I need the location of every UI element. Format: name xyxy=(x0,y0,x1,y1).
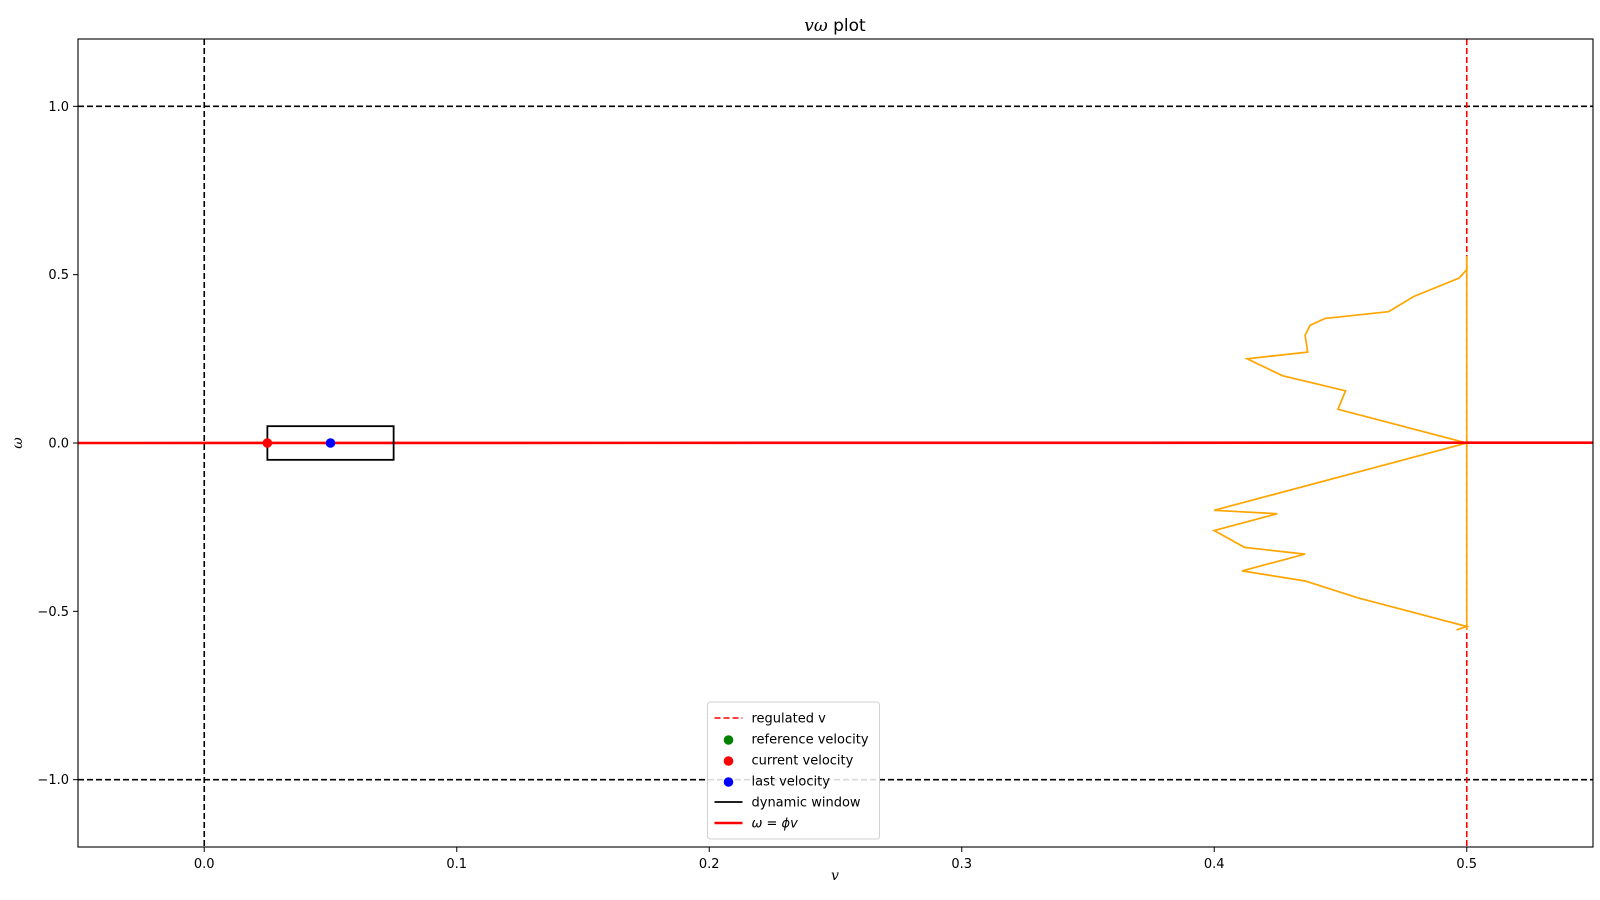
legend-label: ω = ϕv xyxy=(752,817,799,832)
x-tick-label: 0.4 xyxy=(1204,857,1225,872)
x-tick-label: 0.2 xyxy=(699,857,720,872)
legend-handle-marker xyxy=(723,756,734,766)
plot-area xyxy=(78,39,1593,847)
legend-label: current velocity xyxy=(752,754,854,769)
trajectory-line xyxy=(1211,256,1471,631)
y-tick-label: −1.0 xyxy=(37,773,69,788)
chart-title-symbol: vω xyxy=(804,16,828,36)
legend-label: dynamic window xyxy=(752,796,861,811)
x-tick-label: 0.0 xyxy=(194,857,215,872)
current-velocity-point xyxy=(262,438,273,448)
legend-label: reference velocity xyxy=(752,733,869,748)
legend-handle-marker xyxy=(723,735,734,745)
x-tick-label: 0.3 xyxy=(951,857,972,872)
y-axis-label: ω xyxy=(10,437,26,449)
x-tick-label: 0.5 xyxy=(1456,857,1477,872)
chart-title: vω plot xyxy=(804,16,866,36)
y-tick-label: −0.5 xyxy=(37,605,69,620)
legend-label: last velocity xyxy=(752,775,831,790)
y-tick-label: 1.0 xyxy=(48,100,69,115)
y-tick-label: 0.5 xyxy=(48,268,69,283)
legend: regulated v reference velocity current vel… xyxy=(707,701,880,840)
y-tick-label: 0.0 xyxy=(48,437,69,452)
legend-label: regulated v xyxy=(752,712,827,727)
x-tick-label: 0.1 xyxy=(446,857,467,872)
legend-box xyxy=(707,701,880,840)
chart-title-rest: plot xyxy=(828,16,866,36)
legend-handle-marker xyxy=(723,777,734,787)
axes: 0.0 0.1 0.2 0.3 0.4 0.5 1.0 0.5 0.0 −0.5 −1.0 xyxy=(37,38,1594,872)
last-velocity-point xyxy=(325,438,336,448)
x-axis-label: v xyxy=(831,868,839,884)
